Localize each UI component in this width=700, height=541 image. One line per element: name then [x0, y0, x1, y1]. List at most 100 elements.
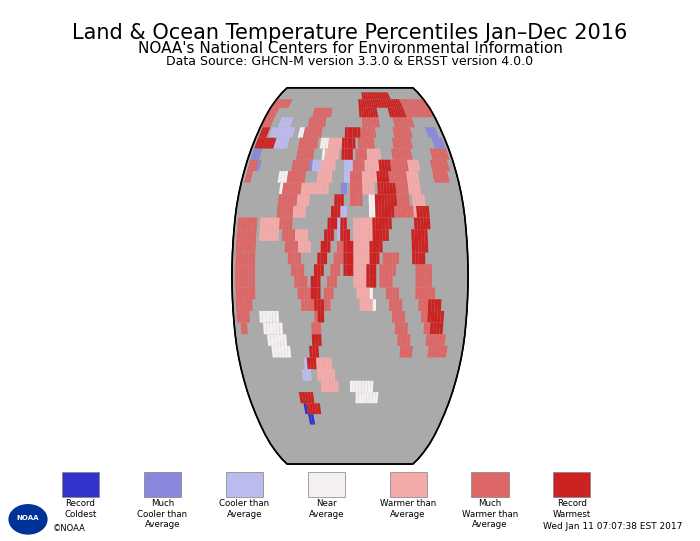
Polygon shape	[363, 93, 366, 99]
Polygon shape	[335, 381, 339, 392]
Polygon shape	[403, 171, 407, 183]
Polygon shape	[330, 381, 333, 392]
Polygon shape	[421, 108, 428, 117]
Polygon shape	[419, 253, 422, 264]
Polygon shape	[346, 241, 350, 253]
Polygon shape	[239, 253, 242, 264]
Polygon shape	[287, 127, 293, 138]
Polygon shape	[415, 194, 419, 206]
Polygon shape	[344, 149, 347, 160]
Polygon shape	[274, 127, 280, 138]
Polygon shape	[418, 241, 422, 253]
Polygon shape	[399, 149, 404, 160]
Polygon shape	[330, 229, 334, 241]
Polygon shape	[407, 160, 412, 171]
Polygon shape	[324, 253, 327, 264]
Polygon shape	[418, 194, 422, 206]
Polygon shape	[318, 117, 322, 127]
Polygon shape	[400, 138, 405, 149]
Polygon shape	[405, 127, 410, 138]
Polygon shape	[288, 183, 293, 194]
Polygon shape	[388, 206, 391, 217]
Polygon shape	[365, 138, 369, 149]
Polygon shape	[269, 229, 273, 241]
Polygon shape	[395, 160, 400, 171]
Polygon shape	[239, 229, 244, 241]
Polygon shape	[320, 369, 323, 381]
Polygon shape	[341, 183, 344, 194]
Polygon shape	[312, 108, 317, 117]
Polygon shape	[372, 99, 377, 108]
Polygon shape	[303, 194, 307, 206]
Polygon shape	[323, 138, 326, 149]
Polygon shape	[307, 241, 311, 253]
Polygon shape	[426, 322, 430, 334]
Polygon shape	[289, 217, 293, 229]
Polygon shape	[364, 117, 368, 127]
Polygon shape	[386, 276, 389, 288]
Polygon shape	[359, 108, 362, 117]
Polygon shape	[321, 311, 324, 322]
Polygon shape	[382, 160, 385, 171]
Polygon shape	[342, 138, 345, 149]
Polygon shape	[316, 127, 320, 138]
Polygon shape	[440, 311, 444, 322]
Polygon shape	[300, 160, 304, 171]
Polygon shape	[406, 346, 410, 358]
Polygon shape	[438, 171, 444, 183]
Polygon shape	[244, 322, 248, 334]
Polygon shape	[239, 311, 244, 322]
Polygon shape	[304, 241, 308, 253]
Polygon shape	[334, 276, 337, 288]
Polygon shape	[245, 276, 248, 288]
Polygon shape	[323, 381, 327, 392]
Polygon shape	[292, 229, 295, 241]
Polygon shape	[428, 276, 432, 288]
Polygon shape	[376, 117, 380, 127]
Polygon shape	[407, 206, 411, 217]
Polygon shape	[401, 108, 407, 117]
Polygon shape	[419, 276, 422, 288]
Polygon shape	[237, 311, 241, 322]
Polygon shape	[304, 392, 309, 403]
Polygon shape	[282, 183, 286, 194]
Polygon shape	[302, 149, 306, 160]
Polygon shape	[326, 160, 330, 171]
Text: Much
Cooler than
Average: Much Cooler than Average	[137, 499, 188, 529]
Polygon shape	[318, 322, 321, 334]
Polygon shape	[358, 160, 362, 171]
Polygon shape	[361, 381, 365, 392]
Polygon shape	[366, 264, 370, 276]
Polygon shape	[235, 276, 239, 288]
Polygon shape	[372, 299, 376, 311]
Polygon shape	[373, 264, 376, 276]
Polygon shape	[340, 253, 344, 264]
Polygon shape	[275, 99, 283, 108]
Polygon shape	[363, 108, 367, 117]
Polygon shape	[420, 217, 424, 229]
Polygon shape	[377, 171, 380, 183]
Polygon shape	[389, 171, 392, 183]
Polygon shape	[358, 381, 362, 392]
Polygon shape	[372, 127, 376, 138]
Polygon shape	[317, 403, 321, 414]
Polygon shape	[334, 206, 337, 217]
Polygon shape	[309, 160, 313, 171]
Polygon shape	[374, 392, 379, 403]
Polygon shape	[337, 241, 340, 253]
Polygon shape	[360, 299, 363, 311]
Polygon shape	[304, 276, 307, 288]
Polygon shape	[398, 311, 402, 322]
Polygon shape	[241, 217, 245, 229]
Polygon shape	[239, 299, 243, 311]
Polygon shape	[273, 99, 281, 108]
Polygon shape	[291, 241, 295, 253]
Polygon shape	[435, 171, 441, 183]
Polygon shape	[294, 160, 299, 171]
Polygon shape	[294, 253, 298, 264]
Polygon shape	[372, 93, 377, 99]
Polygon shape	[319, 108, 323, 117]
Polygon shape	[360, 276, 363, 288]
Polygon shape	[379, 160, 382, 171]
Polygon shape	[391, 149, 395, 160]
